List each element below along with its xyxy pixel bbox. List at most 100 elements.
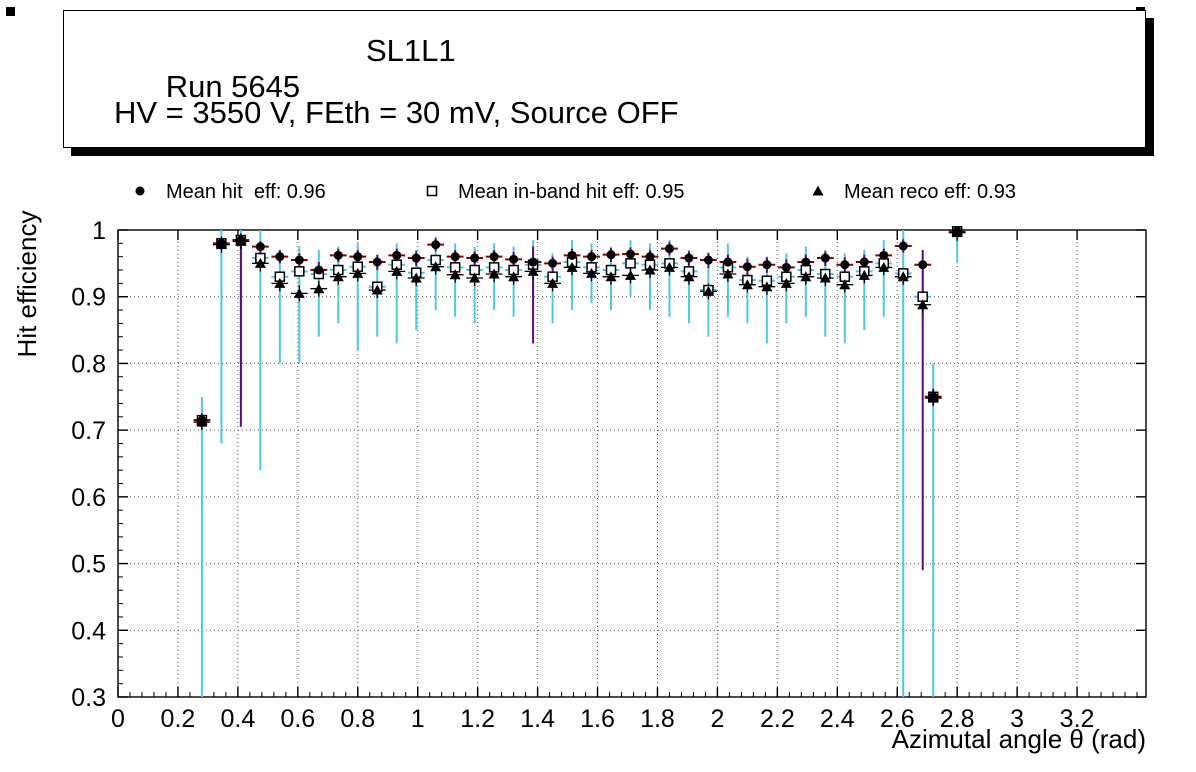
data-point-triangle	[274, 277, 286, 288]
data-point-circle	[626, 249, 636, 259]
data-point-triangle	[761, 281, 773, 292]
data-point-circle	[820, 253, 830, 263]
x-tick-label: 2.4	[820, 705, 855, 733]
data-point-triangle	[313, 283, 325, 294]
data-point-triangle	[625, 269, 637, 280]
data-point-circle	[548, 258, 558, 268]
data-point-triangle	[196, 416, 208, 427]
chamber-label: SL1L1	[366, 33, 456, 68]
run-label: Run 5645	[165, 69, 301, 104]
y-tick-label: 0.8	[71, 350, 106, 378]
title-line-1: Run 5645 SL1L1	[114, 33, 456, 177]
corner-mark-left	[6, 7, 15, 16]
x-tick-label: 1.8	[640, 705, 675, 733]
x-tick-label: 2.6	[880, 705, 915, 733]
data-point-circle	[470, 253, 480, 263]
data-point-circle	[567, 250, 577, 260]
data-point-circle	[489, 252, 499, 262]
conditions-label: HV = 3550 V, FEth = 30 mV, Source OFF	[114, 95, 679, 130]
data-point-triangle	[683, 271, 695, 282]
data-point-triangle	[839, 279, 851, 290]
data-point-triangle	[780, 277, 792, 288]
data-point-circle	[781, 262, 791, 272]
y-tick-label: 0.9	[71, 284, 106, 312]
x-tick-label: 2	[710, 705, 724, 733]
data-point-circle	[587, 252, 597, 262]
data-point-triangle	[449, 269, 461, 280]
title-box: Run 5645 SL1L1 HV = 3550 V, FEth = 30 mV…	[63, 10, 1146, 148]
legend-label: Mean in-band hit eff: 0.95	[458, 181, 684, 203]
x-tick-label: 3	[1010, 705, 1024, 733]
legend-marker-open-square	[426, 185, 438, 197]
data-point-triangle	[722, 268, 734, 279]
x-tick-label: 0.2	[161, 705, 196, 733]
data-point-triangle	[800, 271, 812, 282]
x-tick-label: 2.2	[760, 705, 795, 733]
data-point-circle	[879, 250, 889, 260]
x-tick-label: 0.4	[221, 705, 256, 733]
x-tick-label: 0.6	[280, 705, 315, 733]
data-point-circle	[742, 262, 752, 272]
data-point-circle	[509, 254, 519, 264]
data-point-triangle	[917, 299, 929, 310]
legend-marker-triangle	[812, 185, 824, 196]
data-point-circle	[684, 253, 694, 263]
y-tick-label: 1	[92, 217, 106, 245]
data-point-triangle	[951, 227, 963, 238]
data-point-circle	[392, 250, 402, 260]
data-point-open-square	[294, 266, 305, 277]
data-point-circle	[528, 257, 538, 267]
data-point-triangle	[566, 261, 578, 272]
data-point-circle	[664, 244, 674, 254]
data-point-circle	[918, 260, 928, 270]
data-point-triangle	[644, 264, 656, 275]
data-point-triangle	[332, 271, 344, 282]
data-point-circle	[606, 250, 616, 260]
data-point-circle	[333, 250, 343, 260]
x-tick-label: 2.8	[940, 705, 975, 733]
data-point-triangle	[215, 239, 227, 250]
x-tick-label: 0	[111, 705, 125, 733]
data-point-triangle	[527, 265, 539, 276]
x-axis-title: Azimutal angle θ (rad)	[892, 724, 1146, 754]
data-point-triangle	[293, 287, 305, 298]
data-point-triangle	[508, 271, 520, 282]
data-point-circle	[411, 253, 421, 263]
data-point-circle	[703, 255, 713, 265]
x-tick-label: 1.4	[520, 705, 555, 733]
data-point-triangle	[878, 261, 890, 272]
data-point-triangle	[469, 272, 481, 283]
data-point-circle	[431, 240, 441, 250]
data-point-triangle	[897, 271, 909, 282]
data-point-triangle	[410, 272, 422, 283]
data-point-triangle	[741, 279, 753, 290]
data-point-triangle	[488, 268, 500, 279]
data-point-triangle	[702, 285, 714, 296]
legend-label: Mean hit eff: 0.96	[166, 181, 326, 203]
x-tick-label: 0.8	[340, 705, 375, 733]
data-point-open-square	[625, 258, 636, 269]
x-tick-label: 3.2	[1060, 705, 1095, 733]
data-point-triangle	[430, 261, 442, 272]
data-point-triangle	[547, 277, 559, 288]
x-tick-label: 1	[411, 705, 425, 733]
data-point-triangle	[663, 261, 675, 272]
data-point-triangle	[391, 265, 403, 276]
data-point-triangle	[927, 392, 939, 403]
data-point-circle	[353, 252, 363, 262]
data-point-circle	[840, 260, 850, 270]
data-point-circle	[275, 252, 285, 262]
data-point-circle	[801, 257, 811, 267]
data-point-circle	[723, 257, 733, 267]
y-tick-label: 0.7	[71, 417, 106, 445]
y-tick-label: 0.3	[71, 684, 106, 712]
data-point-circle	[762, 260, 772, 270]
y-tick-label: 0.5	[71, 551, 106, 579]
data-point-triangle	[819, 272, 831, 283]
data-point-circle	[294, 255, 304, 265]
data-point-circle	[255, 242, 265, 252]
data-point-circle	[859, 257, 869, 267]
data-point-circle	[372, 257, 382, 267]
data-point-triangle	[235, 235, 247, 246]
